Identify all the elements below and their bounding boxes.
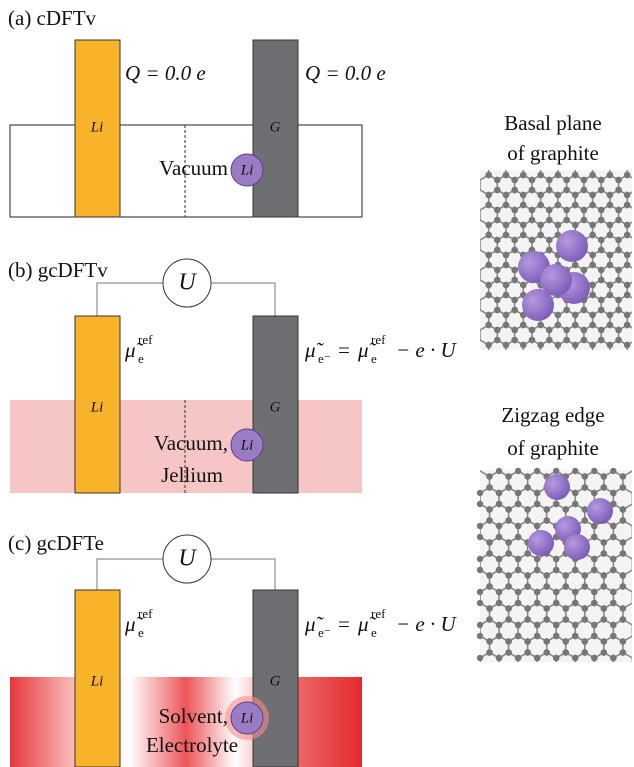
wire <box>211 282 276 316</box>
medium-label: Electrolyte <box>146 733 238 757</box>
panel-c: (c) gcDFTe U Li G μ̃ e ref μ̃ e⁻ = μ̃ e … <box>8 531 457 767</box>
medium-label: Vacuum, <box>154 431 228 455</box>
cell-box <box>10 400 362 493</box>
graphite-electrode <box>252 315 299 494</box>
potential-label: U <box>178 546 197 572</box>
caption: Basal plane <box>504 111 601 135</box>
structure-basal: Basal plane of graphite <box>480 111 632 350</box>
mu-sub: e⁻ <box>318 625 331 640</box>
eq-tail: − e · U <box>396 612 457 636</box>
wire <box>211 558 276 590</box>
potential-label: U <box>178 270 197 296</box>
li-electrode <box>74 39 121 218</box>
mu-sup: ref <box>371 332 386 347</box>
mu-sup: ref <box>138 332 153 347</box>
electrode-label: Li <box>90 673 104 689</box>
li-ion <box>230 153 264 187</box>
li-cluster <box>528 474 613 560</box>
medium-label: Jellium <box>161 463 223 487</box>
mu-sub: e <box>371 625 377 640</box>
ion-label: Li <box>240 162 254 178</box>
mu-sub: e <box>138 625 144 640</box>
potential-source <box>162 534 212 584</box>
li-ion <box>230 701 264 735</box>
panel-label: (c) gcDFTe <box>8 531 104 555</box>
li-cluster <box>518 230 590 321</box>
li-electrode <box>74 315 121 494</box>
panel-label: (a) cDFTv <box>8 6 97 30</box>
cell-box <box>10 677 362 767</box>
ion-label: Li <box>240 710 254 726</box>
wire <box>96 282 163 316</box>
li-ion <box>230 428 264 462</box>
electrode-label: G <box>270 399 281 415</box>
charge-label: Q = 0.0 e <box>125 61 206 85</box>
left-potential: μ̃ e ref <box>124 606 153 640</box>
panel-b: (b) gcDFTv U Li G μ̃ e ref μ̃ e⁻ = μ̃ e … <box>8 258 457 494</box>
mu-sub: e <box>371 351 377 366</box>
mu-sub: e <box>138 351 144 366</box>
mu-sub: e⁻ <box>318 351 331 366</box>
mu-sup: ref <box>371 606 386 621</box>
cell-box <box>9 124 363 218</box>
equals: = <box>338 338 350 362</box>
electrode-label: G <box>270 119 281 135</box>
electrode-label: Li <box>90 119 104 135</box>
graphite-electrode <box>252 589 299 767</box>
ion-label: Li <box>240 437 254 453</box>
caption: Zigzag edge <box>501 403 604 427</box>
eq-tail: − e · U <box>396 338 457 362</box>
caption: of graphite <box>507 141 599 165</box>
electrode-label: G <box>270 673 281 689</box>
li-electrode <box>74 589 121 767</box>
wire <box>96 558 163 590</box>
equals: = <box>338 612 350 636</box>
panel-a: (a) cDFTv Li G Q = 0.0 e Q = 0.0 e Vacuu… <box>8 6 386 218</box>
atoms <box>476 467 627 662</box>
right-potential: μ̃ e⁻ = μ̃ e ref − e · U <box>304 332 457 366</box>
potential-source <box>162 258 212 308</box>
left-potential: μ̃ e ref <box>124 332 153 366</box>
mu-sup: ref <box>138 606 153 621</box>
medium-label: Solvent, <box>159 704 228 728</box>
charge-label: Q = 0.0 e <box>305 61 386 85</box>
panel-label: (b) gcDFTv <box>8 258 108 282</box>
caption: of graphite <box>507 436 599 460</box>
structure-zigzag: Zigzag edge of graphite <box>476 403 632 662</box>
medium-label: Vacuum <box>159 156 228 180</box>
electrode-label: Li <box>90 399 104 415</box>
right-potential: μ̃ e⁻ = μ̃ e ref − e · U <box>304 606 457 640</box>
graphite-electrode <box>252 39 299 218</box>
